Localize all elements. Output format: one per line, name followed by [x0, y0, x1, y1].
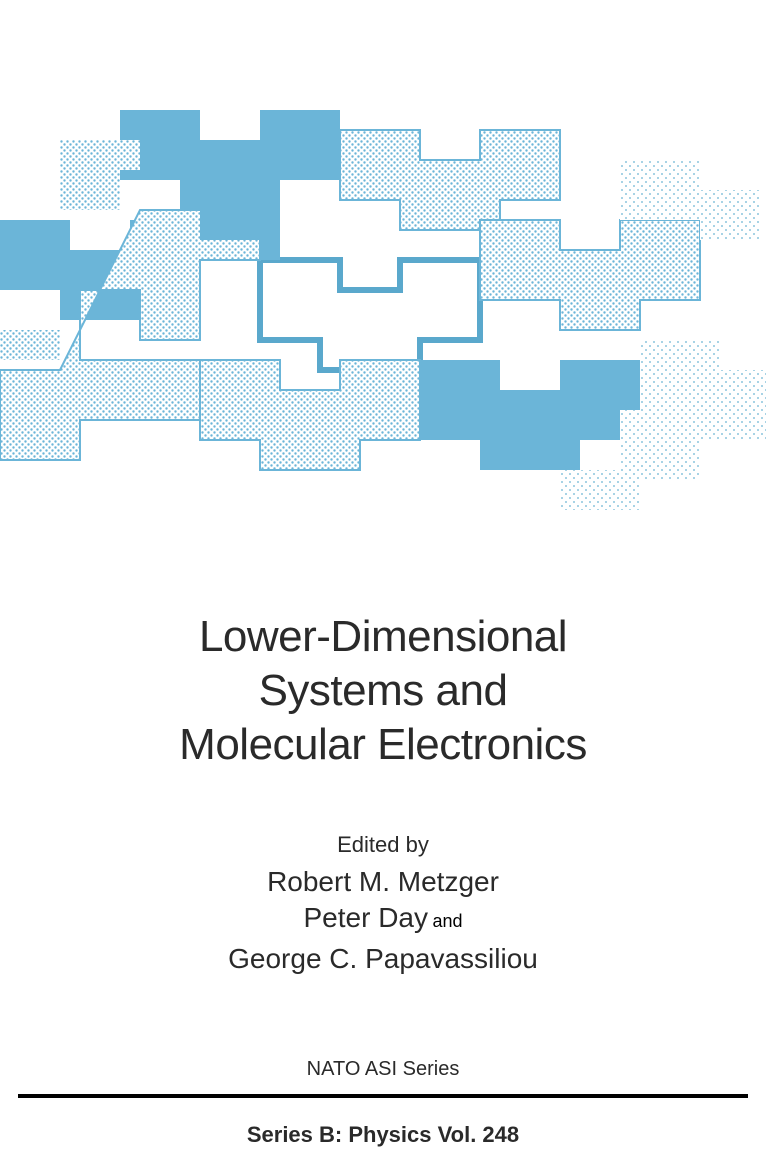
editor-3: George C. Papavassiliou — [0, 941, 766, 977]
series-label: NATO ASI Series — [0, 1058, 766, 1081]
edited-by-label: Edited by — [0, 832, 766, 858]
editor-2-line: Peter Day and — [0, 900, 766, 941]
title-line-3: Molecular Electronics — [0, 718, 766, 772]
volume-label: Series B: Physics Vol. 248 — [0, 1122, 766, 1148]
editors-block: Edited by Robert M. Metzger Peter Day an… — [0, 832, 766, 977]
and-word: and — [432, 911, 462, 931]
editor-2: Peter Day — [304, 902, 429, 933]
book-title: Lower-Dimensional Systems and Molecular … — [0, 610, 766, 772]
title-line-1: Lower-Dimensional — [0, 610, 766, 664]
title-line-2: Systems and — [0, 664, 766, 718]
editor-1: Robert M. Metzger — [0, 864, 766, 900]
divider-line — [18, 1094, 748, 1098]
tessellation-svg — [0, 80, 766, 520]
cover-art — [0, 80, 766, 520]
